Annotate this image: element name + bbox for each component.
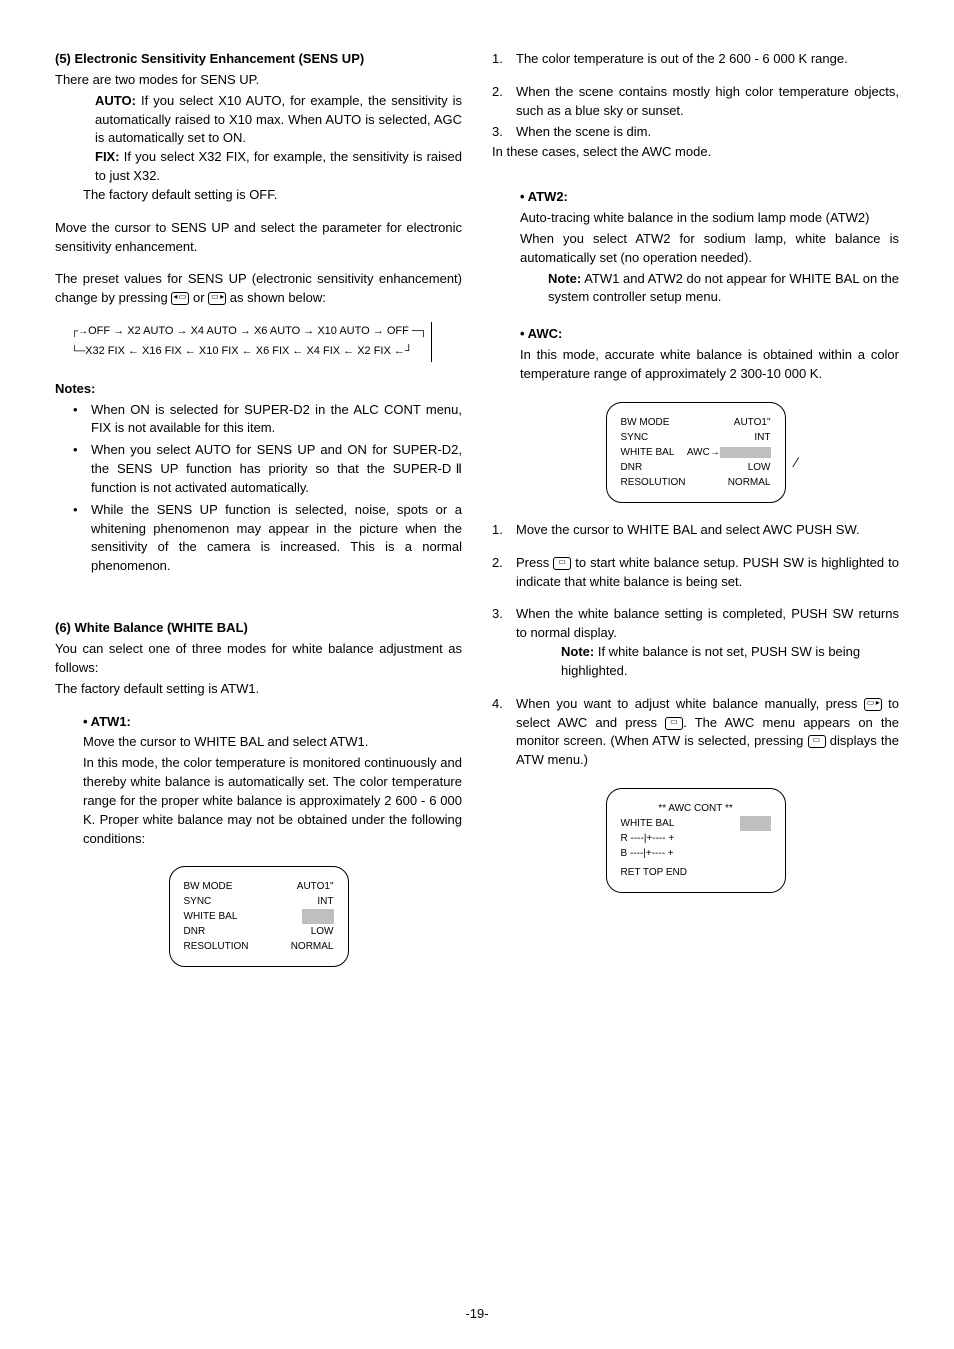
bullet-icon: • [73, 401, 91, 439]
screen-awc-cont: ** AWC CONT ** WHITE BALAWC" R ----|+---… [606, 788, 786, 893]
set-button-icon [808, 735, 826, 748]
step-1: Move the cursor to WHITE BAL and select … [516, 521, 899, 540]
left-column: (5) Electronic Sensitivity Enhancement (… [55, 50, 462, 985]
wb-heading: (6) White Balance (WHITE BAL) [55, 619, 462, 638]
awc-block: • AWC: In this mode, accurate white bala… [492, 325, 899, 384]
step-4: When you want to adjust white balance ma… [516, 695, 899, 770]
atw1-move: Move the cursor to WHITE BAL and select … [83, 733, 462, 752]
atw1-block: • ATW1: Move the cursor to WHITE BAL and… [55, 713, 462, 849]
atw2-text1: Auto-tracing white balance in the sodium… [520, 209, 899, 228]
fix-label: FIX: [95, 149, 120, 164]
wb-intro: You can select one of three modes for wh… [55, 640, 462, 678]
left-button-icon [171, 292, 189, 305]
bullet-icon: • [73, 501, 91, 576]
fix-text: If you select X32 FIX, for example, the … [95, 149, 462, 183]
awc-steps: 1. Move the cursor to WHITE BAL and sele… [492, 521, 899, 770]
preset-text: The preset values for SENS UP (electroni… [55, 270, 462, 308]
list-number: 3. [492, 605, 516, 680]
step-2: Press to start white balance setup. PUSH… [516, 554, 899, 592]
condition-2: When the scene contains mostly high colo… [516, 83, 899, 121]
screen-awc: BW MODEAUTO1" SYNCINT WHITE BALAWC→PUSH … [606, 402, 786, 503]
condition-1: The color temperature is out of the 2 60… [516, 50, 899, 69]
sensup-modes: AUTO: If you select X10 AUTO, for exampl… [55, 92, 462, 186]
bullet-icon: • [73, 441, 91, 498]
right-button-icon [208, 292, 226, 305]
list-number: 3. [492, 123, 516, 142]
sensup-flow-diagram: ┌→OFF → X2 AUTO → X4 AUTO → X6 AUTO → X1… [71, 322, 462, 362]
indicator-icon: ∕ [795, 452, 797, 472]
sensup-heading: (5) Electronic Sensitivity Enhancement (… [55, 50, 462, 69]
atw1-label: • ATW1: [83, 713, 462, 732]
atw1-text: In this mode, the color temperature is m… [83, 754, 462, 848]
list-number: 2. [492, 554, 516, 592]
factory-default: The factory default setting is OFF. [55, 186, 462, 205]
move-cursor-text: Move the cursor to SENS UP and select th… [55, 219, 462, 257]
awc-label: • AWC: [520, 325, 899, 344]
note-1: When ON is selected for SUPER-D2 in the … [91, 401, 462, 439]
set-button-icon [665, 717, 683, 730]
atw2-block: • ATW2: Auto-tracing white balance in th… [492, 188, 899, 307]
notes-list: • When ON is selected for SUPER-D2 in th… [55, 401, 462, 577]
conditions-list: 1. The color temperature is out of the 2… [492, 50, 899, 141]
wb-factory: The factory default setting is ATW1. [55, 680, 462, 699]
note-3: While the SENS UP function is selected, … [91, 501, 462, 576]
condition-3: When the scene is dim. [516, 123, 899, 142]
list-number: 1. [492, 50, 516, 69]
right-column: 1. The color temperature is out of the 2… [492, 50, 899, 985]
auto-label: AUTO: [95, 93, 136, 108]
cond-after: In these cases, select the AWC mode. [492, 143, 899, 162]
awc-text: In this mode, accurate white balance is … [520, 346, 899, 384]
list-number: 4. [492, 695, 516, 770]
atw2-text2: When you select ATW2 for sodium lamp, wh… [520, 230, 899, 268]
set-button-icon [553, 557, 571, 570]
note-2: When you select AUTO for SENS UP and ON … [91, 441, 462, 498]
right-button-icon [864, 698, 882, 711]
atw2-note: Note: ATW1 and ATW2 do not appear for WH… [548, 270, 899, 308]
step-3: When the white balance setting is comple… [516, 605, 899, 680]
list-number: 2. [492, 83, 516, 121]
auto-text: If you select X10 AUTO, for example, the… [95, 93, 462, 146]
list-number: 1. [492, 521, 516, 540]
page-number: -19- [0, 1305, 954, 1324]
screen-atw1: BW MODEAUTO1" SYNCINT WHITE BALATW1 DNRL… [169, 866, 349, 967]
notes-label: Notes: [55, 380, 462, 399]
atw2-label: • ATW2: [520, 188, 899, 207]
sensup-intro: There are two modes for SENS UP. [55, 71, 462, 90]
